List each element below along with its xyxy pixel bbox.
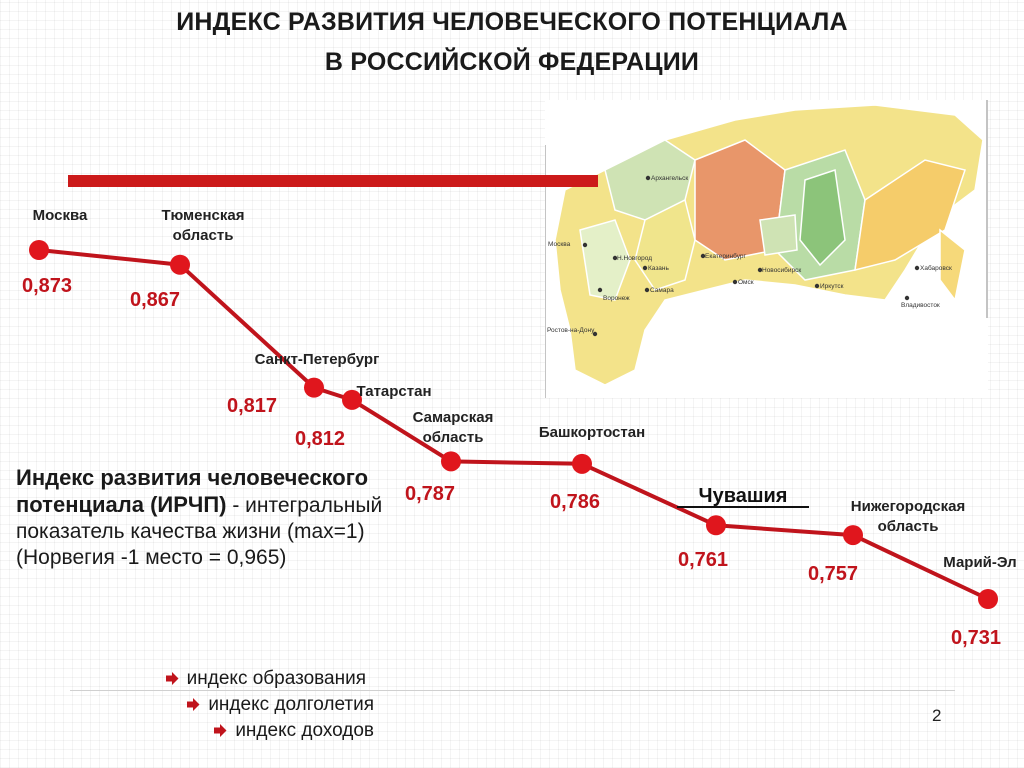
map-city-label: Ростов-на-Дону — [547, 327, 595, 334]
russia-region-map: Архангельск Москва Н.Новгород Казань Ека… — [545, 100, 988, 398]
value-label: 0,787 — [405, 483, 455, 505]
region-label: Чувашия — [699, 485, 788, 507]
value-label: 0,757 — [808, 563, 858, 585]
map-regions — [554, 104, 984, 386]
map-city-label: Хабаровск — [920, 264, 952, 272]
arrow-bullet-icon — [165, 672, 179, 685]
map-city-label: Казань — [648, 265, 670, 272]
decorative-red-bar — [68, 175, 598, 187]
map-city-label: Екатеринбург — [705, 252, 747, 260]
map-city-label: Н.Новгород — [617, 255, 652, 262]
map-city-label: Омск — [738, 279, 754, 286]
component-item: индекс долголетия — [165, 692, 374, 718]
region-label: Нижегородская область — [851, 498, 965, 535]
value-label: 0,761 — [678, 549, 728, 571]
region-label: Тюменская область — [161, 207, 244, 244]
arrow-bullet-icon — [214, 724, 227, 737]
map-city-label: Москва — [548, 241, 571, 248]
page-number: 2 — [932, 706, 942, 725]
data-point-marker — [342, 389, 362, 410]
data-point-marker — [843, 525, 863, 546]
region-label: Москва — [33, 207, 88, 224]
data-point-marker — [441, 451, 461, 472]
map-city-label: Новосибирск — [762, 266, 801, 274]
value-label: 0,786 — [550, 491, 600, 513]
definition-term: Индекс развития человеческого потенциала… — [16, 465, 369, 517]
value-label: 0,812 — [295, 428, 345, 450]
data-point-marker — [304, 377, 324, 398]
region-label: Самарская область — [413, 409, 494, 446]
slide-title-line2: В РОССИЙСКОЙ ФЕДЕРАЦИИ — [324, 48, 700, 76]
data-point-marker — [29, 240, 49, 260]
map-city-label: Воронеж — [603, 295, 630, 302]
component-item: индекс доходов — [165, 718, 374, 744]
data-point-marker — [978, 589, 998, 609]
region-label: Марий-Эл — [943, 554, 1016, 571]
map-city-labels: Архангельск Москва Н.Новгород Казань Ека… — [547, 175, 952, 334]
data-point-marker — [170, 254, 190, 275]
value-label: 0,867 — [130, 289, 180, 311]
map-city-markers — [582, 175, 920, 337]
map-city-label: Иркутск — [820, 283, 844, 290]
slide-title-line1: ИНДЕКС РАЗВИТИЯ ЧЕЛОВЕЧЕСКОГО ПОТЕНЦИАЛА — [176, 8, 848, 36]
definition-dash: - — [226, 494, 240, 517]
value-label: 0,731 — [951, 627, 1001, 649]
definition-text: интегральный показатель качества жизни (… — [16, 494, 383, 569]
map-city-label: Самара — [650, 287, 674, 294]
hdi-components-list: индекс образования индекс долголетия инд… — [165, 666, 374, 744]
region-label: Татарстан — [356, 383, 431, 400]
value-label: 0,817 — [227, 395, 277, 417]
data-point-marker — [706, 515, 726, 536]
region-label: Санкт-Петербург — [255, 351, 380, 368]
map-city-label: Архангельск — [651, 175, 688, 182]
hdi-definition: Индекс развития человеческого потенциала… — [16, 465, 416, 571]
region-label: Башкортостан — [539, 424, 645, 441]
component-item: индекс образования — [165, 666, 366, 692]
map-city-label: Владивосток — [901, 302, 940, 309]
arrow-bullet-icon — [187, 698, 200, 711]
separator-line — [70, 690, 955, 691]
value-label: 0,873 — [22, 275, 72, 297]
data-point-marker — [572, 453, 592, 474]
